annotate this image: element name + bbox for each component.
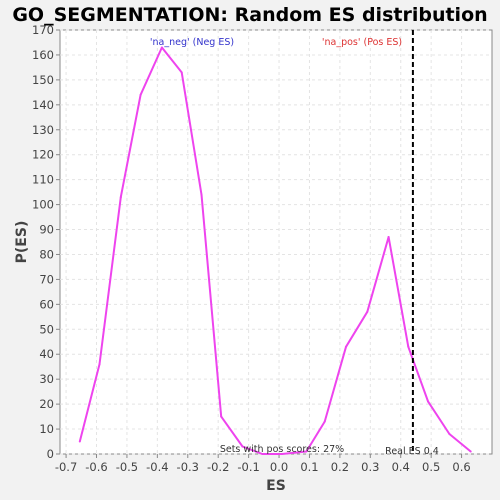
data-point [366, 310, 369, 313]
data-point [281, 453, 284, 455]
x-tick-label: -0.1 [237, 460, 259, 474]
y-tick-label: 90 [39, 223, 54, 237]
data-point [448, 433, 451, 436]
data-point [469, 450, 472, 453]
data-point [261, 453, 264, 455]
x-tick-label: -0.7 [55, 460, 77, 474]
data-point [119, 196, 122, 199]
x-tick-label: 0.2 [331, 460, 349, 474]
y-tick-label: 20 [39, 397, 54, 411]
data-point [220, 415, 223, 418]
data-point [323, 420, 326, 423]
x-axis-label: ES [266, 478, 286, 494]
x-tick-label: 0.4 [392, 460, 410, 474]
x-tick-label: 0.5 [422, 460, 440, 474]
y-tick-label: 130 [32, 123, 54, 137]
y-tick-label: 40 [39, 347, 54, 361]
data-point [160, 46, 163, 49]
data-point [241, 445, 244, 448]
grid [60, 29, 492, 455]
x-tick-label: -0.4 [146, 460, 168, 474]
data-point [305, 450, 308, 453]
x-tick-label: 0.1 [300, 460, 318, 474]
y-tick-label: 50 [39, 322, 54, 336]
series-line [78, 46, 472, 455]
y-tick-label: 80 [39, 247, 54, 261]
data-point [427, 400, 430, 403]
x-tick-label: -0.5 [116, 460, 138, 474]
plot-area [59, 29, 493, 455]
data-point [139, 93, 142, 96]
y-tick-label: 100 [32, 198, 54, 212]
x-tick-label: -0.6 [85, 460, 107, 474]
neg-es-label: 'na_neg' (Neg ES) [150, 37, 234, 48]
y-tick-label: 70 [39, 272, 54, 286]
y-axis-label: P(ES) [14, 221, 30, 264]
y-tick-label: 140 [32, 98, 54, 112]
series-layer [78, 46, 472, 455]
data-point [387, 236, 390, 239]
x-tick-label: -0.2 [207, 460, 229, 474]
y-tick-label: 10 [39, 422, 54, 436]
data-point [407, 345, 410, 348]
axes: 0 10 20 30 40 50 60 70 80 90 100 110 120 130 140 150 160… [32, 23, 471, 474]
real-es-label: Real ES 0.4 [385, 446, 439, 457]
y-tick-label: 160 [32, 48, 54, 62]
x-tick-label: 0.3 [361, 460, 379, 474]
y-tick-label: 60 [39, 297, 54, 311]
y-tick-label: 30 [39, 372, 54, 386]
y-tick-label: 0 [47, 447, 54, 461]
data-point [98, 363, 101, 366]
y-tick-label: 110 [32, 173, 54, 187]
x-tick-label: -0.3 [177, 460, 199, 474]
x-tick-label: 0.0 [270, 460, 288, 474]
y-tick-label: 170 [32, 23, 54, 37]
data-point [78, 440, 81, 443]
data-point [344, 345, 347, 348]
chart-title: GO_SEGMENTATION: Random ES distribution [12, 4, 487, 26]
pos-es-label: 'na_pos' (Pos ES) [322, 37, 402, 48]
pos-scores-footer: Sets with pos scores: 27% [220, 444, 344, 455]
data-point [200, 193, 203, 196]
x-tick-label: 0.6 [452, 460, 470, 474]
y-tick-label: 120 [32, 148, 54, 162]
data-point [180, 71, 183, 74]
y-tick-label: 150 [32, 73, 54, 87]
